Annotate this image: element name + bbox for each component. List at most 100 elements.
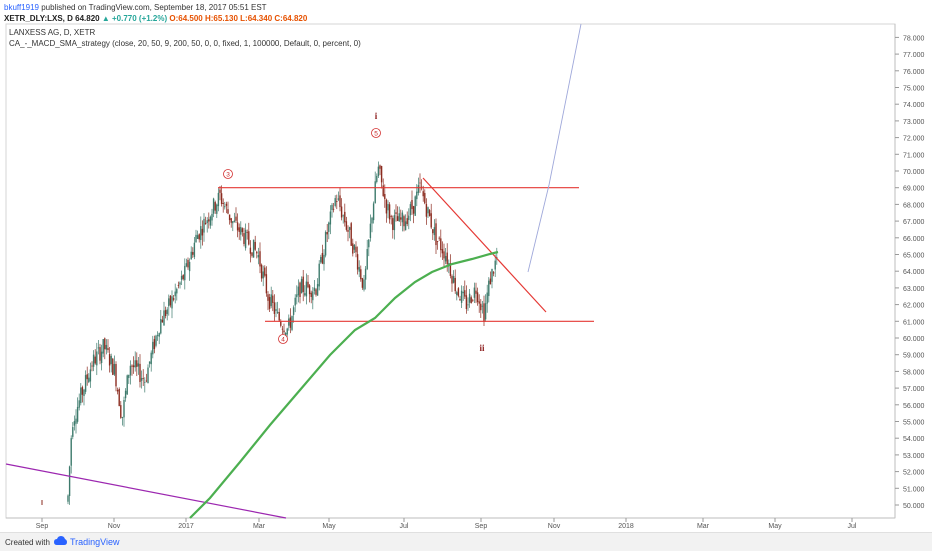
candle-body — [348, 227, 351, 230]
author-link[interactable]: bkuff1919 — [4, 3, 39, 12]
y-tick-label: 50.000 — [903, 503, 925, 510]
y-tick-label: 54.000 — [903, 436, 925, 443]
candle-body — [244, 229, 247, 249]
candle-body — [137, 363, 140, 367]
candle-body — [436, 241, 439, 242]
candle-body — [308, 285, 311, 295]
candle-body — [342, 215, 344, 217]
candle-body — [166, 309, 168, 315]
candle-body — [382, 185, 384, 196]
y-tick-label: 55.000 — [903, 420, 925, 427]
y-tick-label: 56.000 — [903, 403, 925, 410]
candle-body — [492, 272, 495, 274]
overlays — [5, 23, 594, 519]
ohlc-values: O:64.500 H:65.130 L:64.340 C:64.820 — [169, 14, 308, 23]
y-tick-label: 51.000 — [903, 486, 925, 493]
candle-body — [182, 274, 184, 280]
candle-body — [449, 263, 452, 276]
candle-body — [108, 354, 111, 366]
candle-body — [129, 365, 132, 376]
candle-body — [190, 251, 192, 260]
wave-label: 4 — [281, 337, 285, 344]
candle-body — [451, 276, 453, 284]
candle-body — [364, 268, 367, 280]
candle-body — [177, 284, 180, 286]
candle-body — [433, 227, 436, 236]
candle-body — [222, 202, 224, 204]
candle-body — [310, 292, 312, 298]
candle-body — [168, 298, 170, 307]
candle-body — [417, 185, 420, 193]
y-tick-label: 76.000 — [903, 69, 925, 76]
candle-body — [272, 295, 274, 303]
candle-body — [192, 252, 194, 255]
candle-body — [284, 333, 287, 336]
y-tick-label: 68.000 — [903, 202, 925, 209]
candle-body — [488, 280, 490, 297]
candle-body — [275, 309, 277, 312]
candle-body — [446, 252, 448, 265]
x-tick-label: May — [322, 523, 336, 530]
candle-body — [398, 213, 400, 222]
x-tick-label: Mar — [697, 523, 710, 530]
candle-body — [264, 267, 266, 276]
candle-body — [142, 377, 144, 379]
candle-body — [320, 256, 322, 263]
y-tick-label: 75.000 — [903, 86, 925, 93]
candle-body — [174, 291, 176, 297]
candle-body — [256, 251, 258, 254]
publish-text: published on TradingView.com, September … — [41, 3, 267, 12]
candle-body — [161, 319, 164, 323]
candle-body — [302, 276, 304, 292]
tradingview-brand[interactable]: TradingView — [70, 537, 120, 547]
candle-body — [465, 295, 468, 310]
candle-body — [252, 239, 255, 258]
candle-body — [312, 291, 314, 301]
candle-body — [481, 305, 484, 307]
candle-body — [214, 202, 216, 211]
candle-body — [326, 231, 328, 235]
candle-body — [430, 213, 432, 228]
y-tick-label: 64.000 — [903, 269, 925, 276]
candle-body — [265, 274, 268, 294]
candle-body — [193, 242, 196, 257]
candle-body — [408, 215, 410, 221]
candle-body — [225, 203, 228, 206]
candle-body — [478, 301, 480, 304]
candle-body — [400, 217, 402, 220]
candle-body — [318, 263, 320, 287]
candle-body — [257, 254, 260, 258]
candle-body — [160, 318, 162, 334]
candle-body — [204, 222, 207, 225]
candle-body — [262, 271, 264, 279]
candle-body — [387, 204, 389, 211]
candle-body — [246, 231, 248, 233]
candle-body — [184, 265, 186, 281]
candle-body — [254, 241, 256, 250]
candle-body — [396, 216, 399, 221]
candle-body — [412, 206, 415, 214]
candle-body — [251, 252, 253, 256]
candle-body — [476, 292, 479, 303]
candle-body — [75, 418, 77, 424]
x-tick-label: Sep — [475, 523, 488, 530]
candle-body — [156, 335, 159, 337]
candle-body — [273, 302, 276, 314]
y-tick-label: 77.000 — [903, 52, 925, 59]
candle-body — [345, 221, 348, 230]
candle-body — [411, 199, 413, 210]
candle-body — [118, 388, 120, 407]
candle-body — [467, 304, 469, 306]
candle-body — [440, 238, 442, 251]
y-tick-label: 62.000 — [903, 303, 925, 310]
candle-body — [299, 282, 301, 297]
candle-body — [288, 318, 290, 326]
candle-body — [296, 294, 298, 298]
candle-body — [307, 281, 309, 288]
candle-body — [238, 227, 240, 232]
candle-body — [89, 369, 92, 382]
price-chart[interactable]: LANXESS AG, D, XETR CA_-_MACD_SMA_strate… — [0, 0, 932, 532]
candle-body — [459, 299, 461, 301]
candle-body — [456, 292, 458, 296]
candle-body — [208, 219, 210, 222]
